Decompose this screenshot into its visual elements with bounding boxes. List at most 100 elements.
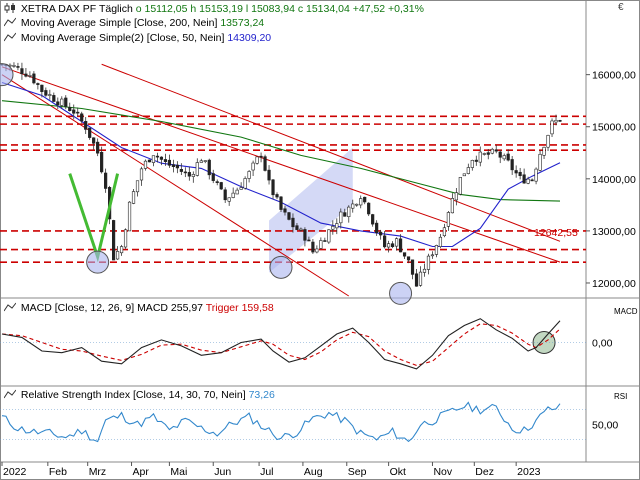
price-tick-label: 15000,00 [592, 122, 636, 134]
candle-body [123, 229, 128, 248]
candle-body [287, 212, 291, 220]
candle-body [522, 174, 526, 184]
candle-body [502, 155, 506, 160]
candle-body [40, 84, 44, 92]
header-legend: XETRA DAX PF Täglich o 15112,05 h 15153,… [4, 3, 424, 16]
candle-body [291, 217, 295, 228]
candle-body [418, 271, 423, 286]
candle-body [426, 255, 431, 270]
candle-body [243, 178, 247, 189]
macd-pane-tag: MACD [614, 307, 638, 316]
candle-body [542, 146, 546, 156]
symbol-name: XETRA DAX PF [20, 3, 97, 15]
candle-body [267, 169, 271, 181]
candle-body [339, 211, 343, 224]
highlight-circle [0, 63, 14, 87]
candle-body [295, 225, 299, 230]
x-tick-label: Jul [260, 466, 273, 478]
x-tick-label: Okt [390, 466, 406, 478]
x-tick-label: Mai [170, 466, 187, 478]
candle-body [235, 189, 239, 195]
price-tick-label: 12000,00 [592, 278, 636, 290]
candle-body [115, 251, 120, 260]
trendline [1, 74, 350, 297]
candle-body [390, 243, 395, 248]
candle-body [526, 178, 530, 184]
x-tick-label: Dez [475, 466, 494, 478]
candle-body [550, 120, 554, 135]
trendline [101, 63, 561, 242]
x-tick-label: Aug [304, 466, 323, 478]
candle-body [76, 111, 80, 114]
highlight-circle [269, 255, 293, 279]
ohlc-quote: o 15112,05 h 15153,19 l 15083,94 c 15134… [135, 3, 424, 15]
ma200-value: 13573,24 [220, 17, 265, 29]
candle-body [112, 220, 116, 261]
line-indicator-icon [3, 389, 17, 399]
macd-tick-label: 0,00 [592, 338, 613, 350]
candle-body [155, 155, 160, 158]
candle-body [414, 273, 419, 287]
candle-body [227, 197, 231, 202]
price-tick-label: 13000,00 [592, 226, 636, 238]
rsi-tick-label: 50,00 [592, 420, 618, 432]
candle-body [402, 252, 407, 257]
x-tick-label: Sep [348, 466, 367, 478]
x-tick-label: 2022 [3, 466, 27, 478]
interval-label: Täglich [98, 3, 133, 15]
candle-body [506, 153, 510, 161]
candle-body [167, 159, 172, 166]
candle-body [375, 222, 379, 233]
candle-body [355, 203, 359, 206]
candle-body [28, 75, 32, 77]
highlight-circle [389, 281, 413, 305]
candle-body [490, 148, 494, 154]
candle-body [151, 155, 156, 163]
candle-body [387, 243, 391, 248]
ma200-line [1, 100, 561, 202]
candle-body [546, 134, 550, 148]
candle-body [207, 159, 211, 176]
candle-body [44, 90, 48, 96]
candle-body [119, 246, 124, 254]
candle-body [534, 168, 538, 182]
candle-body [319, 240, 323, 249]
macd-line [1, 318, 561, 370]
candle-body [299, 228, 303, 231]
candle-body [307, 239, 311, 242]
candle-body [279, 196, 283, 210]
candle-body [478, 151, 482, 163]
candle-body [24, 73, 28, 77]
candle-body [163, 159, 168, 162]
rsi-label: Relative Strength Index [Close, 14, 30, … [20, 389, 246, 401]
x-tick-label: Mrz [89, 466, 107, 478]
candle-body [371, 214, 375, 225]
candle-body [518, 171, 522, 176]
macd-name: MACD [137, 302, 168, 314]
candle-body [159, 156, 164, 160]
trigger-value: 159,58 [241, 302, 274, 314]
candle-body [68, 106, 72, 112]
currency-tag: € [618, 2, 624, 13]
candle-body [454, 192, 458, 201]
trendline [1, 66, 561, 263]
macd-value: 255,97 [170, 302, 204, 314]
candle-body [351, 203, 355, 209]
rsi-pane-tag: RSI [614, 392, 628, 401]
highlight-circle [86, 250, 110, 274]
candle-body [175, 164, 179, 169]
candle-body [327, 229, 331, 243]
candle-body [48, 94, 52, 96]
candle-body [171, 164, 175, 167]
candle-body [92, 137, 96, 144]
macd-cross-circle [532, 331, 556, 354]
candle-body [315, 248, 319, 253]
ma50-legend: Moving Average Simple(2) [Close, 50, Nei… [3, 32, 271, 45]
price-tick-label: 14000,00 [592, 174, 636, 186]
candle-body [462, 173, 466, 177]
candle-body [434, 245, 439, 255]
rising-channel [269, 147, 353, 273]
candle-body [187, 172, 191, 177]
candle-body [379, 231, 383, 236]
